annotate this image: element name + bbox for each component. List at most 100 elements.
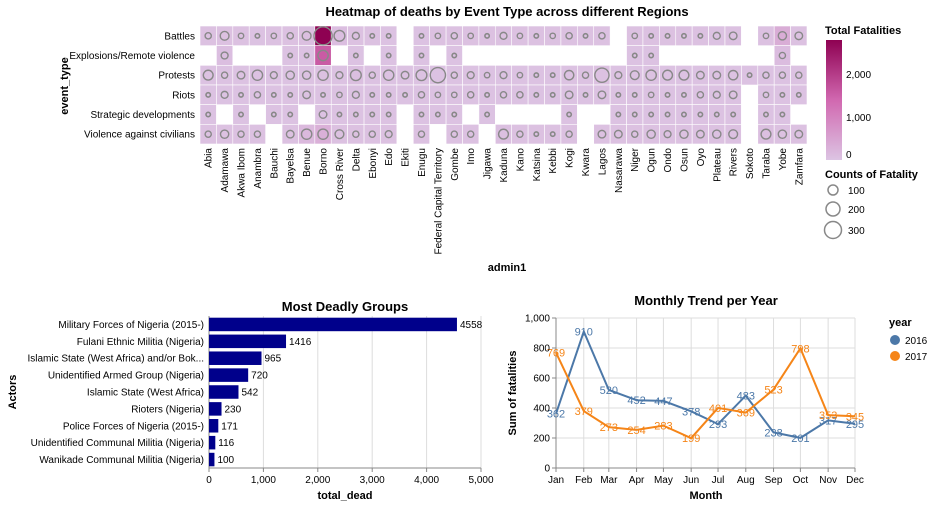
heatmap-cell [478, 84, 496, 105]
bar-marks: 4558 1416 965 720 542 230 171 116 100 [209, 317, 483, 467]
heatmap-count-circle [777, 129, 788, 139]
heatmap-count-circle [352, 111, 359, 118]
heatmap-count-circle [269, 70, 278, 80]
heatmap-cell [659, 104, 677, 125]
line-data-label: 238 [764, 427, 782, 439]
heatmap-count-circle [678, 69, 690, 81]
heatmap-cell [724, 124, 742, 145]
heatmap-cell [609, 104, 627, 125]
heatmap-cell [773, 84, 791, 105]
line-legend-title: year [889, 317, 912, 329]
heatmap-cell [494, 65, 513, 86]
heatmap-cell [511, 25, 529, 46]
bar-x-tick-label: 0 [206, 475, 212, 486]
heatmap-cell [265, 25, 283, 46]
heatmap-x-tick-label: Zamfara [794, 148, 805, 186]
heatmap-cell [609, 65, 627, 86]
heatmap-count-circle [615, 111, 622, 118]
heatmap-count-circle [253, 130, 262, 138]
line-x-tick-labels: Jan Feb Mar Apr May Jun Jul Aug Sep Oct Nov Dec [548, 468, 864, 486]
heatmap-x-tick-label: Lagos [597, 148, 608, 175]
heatmap-cell [232, 124, 250, 145]
heatmap-count-circle [205, 111, 212, 118]
heatmap-cell [724, 25, 742, 46]
heatmap-count-circle [730, 111, 737, 118]
heatmap-count-circle [497, 128, 510, 140]
heatmap-cell [347, 45, 365, 66]
heatmap-cell [281, 65, 299, 86]
heatmap-x-tick-label: Rivers [729, 148, 740, 176]
heatmap-count-circle [598, 32, 606, 40]
line-data-label: 345 [846, 411, 864, 423]
heatmap-count-circle [549, 131, 556, 138]
heatmap-count-circle [385, 32, 392, 39]
heatmap-cell [494, 124, 513, 145]
color-legend-tick: 0 [846, 150, 852, 161]
heatmap-x-tick-label: Gombe [450, 148, 461, 181]
heatmap-count-circle [384, 129, 393, 139]
heatmap-cell [708, 25, 726, 46]
heatmap-count-circle [630, 130, 639, 138]
heatmap-count-circle [251, 69, 264, 82]
line-data-label: 401 [709, 403, 727, 415]
heatmap-cell [757, 84, 775, 105]
heatmap-count-circle [794, 71, 803, 79]
heatmap-count-circle [778, 51, 787, 60]
line-data-labels: 362 910 520 452 447 378 293 483 238 201 317 295 769 3… [547, 327, 864, 446]
color-legend-title: Total Fatalities [825, 25, 901, 37]
heatmap-count-circle [533, 32, 540, 39]
heatmap-cell [626, 45, 644, 66]
heatmap-count-circle [434, 32, 442, 40]
bar-x-tick-label: 2,000 [305, 475, 330, 486]
heatmap-x-tick-label: Osun [680, 148, 691, 172]
heatmap-count-circle [516, 32, 524, 40]
heatmap-count-circle [597, 129, 607, 139]
heatmap-count-circle [202, 69, 214, 81]
line-x-tick-label: Jul [712, 475, 725, 486]
bar-category-label: Rioters (Nigeria) [131, 404, 204, 415]
heatmap-count-circle [368, 71, 377, 79]
legend-swatch-2017 [890, 351, 900, 361]
heatmap-count-circle [795, 91, 802, 98]
heatmap-count-circle [746, 72, 753, 79]
heatmap-count-circle [566, 111, 573, 118]
heatmap-count-circle [313, 26, 333, 46]
bar-y-tick-labels: Military Forces of Nigeria (2015-) Fulani… [27, 320, 204, 466]
bar-chart-title: Most Deadly Groups [282, 299, 408, 314]
heatmap-x-tick-label: Yobe [778, 148, 789, 171]
bar-y-axis-label: Actors [7, 375, 19, 410]
heatmap-cell [560, 25, 578, 46]
heatmap-cell [347, 84, 365, 105]
color-legend-tick: 2,000 [846, 70, 871, 81]
bar-x-tick-label: 3,000 [360, 475, 385, 486]
heatmap-cell [577, 84, 595, 105]
heatmap-count-circle [303, 52, 310, 59]
heatmap-cell [708, 84, 726, 105]
heatmap-x-tick-label: Katsina [532, 148, 543, 182]
heatmap-count-circle [418, 111, 425, 118]
heatmap-cell [429, 65, 447, 86]
heatmap-count-circle [533, 91, 540, 98]
heatmap-count-circle [301, 70, 312, 80]
heatmap-y-axis-label: event_type [59, 57, 71, 114]
heatmap-cell [330, 65, 348, 86]
heatmap-count-circle [369, 32, 376, 39]
size-legend-circle [825, 201, 841, 217]
heatmap-cell [347, 104, 365, 125]
size-legend-label: 200 [848, 205, 865, 216]
heatmap-cell [626, 84, 644, 105]
heatmap-x-tick-label: Kogi [565, 148, 576, 168]
bar-category-label: Islamic State (West Africa) and/or Bok..… [27, 354, 204, 365]
heatmap-count-circle [549, 32, 557, 40]
heatmap-count-circle [317, 49, 329, 62]
heatmap-cell [593, 84, 611, 105]
heatmap-y-tick-labels: Battles Explosions/Remote violence Protest… [69, 31, 195, 140]
heatmap-x-tick-label: Kwara [581, 148, 592, 177]
bar-x-tick-label: 4,000 [414, 475, 439, 486]
heatmap-x-tick-label: Benue [302, 148, 313, 177]
heatmap-count-circle [516, 130, 524, 138]
size-legend-title: Counts of Fatality [825, 169, 919, 181]
size-legend-label: 300 [848, 226, 865, 237]
bar-category-label: Wanikade Communal Militia (Nigeria) [39, 455, 204, 466]
heatmap-count-circle [631, 91, 638, 98]
